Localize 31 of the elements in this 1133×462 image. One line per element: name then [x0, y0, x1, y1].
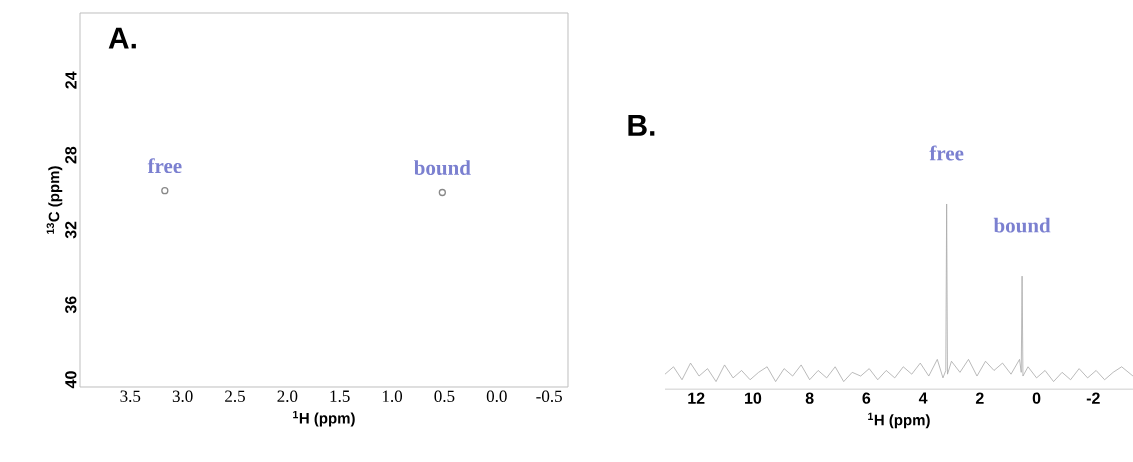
- annotation: free: [929, 145, 964, 161]
- x-tick-label: 2.5: [225, 390, 245, 403]
- y-tick-label: 24: [65, 71, 77, 89]
- chart-title: A.: [108, 27, 136, 49]
- x-tick-label: 3.0: [172, 390, 193, 403]
- x-tick-label: -0.5: [536, 390, 562, 403]
- annotation: bound: [993, 217, 1051, 233]
- y-tick-label: 36: [65, 296, 77, 314]
- x-tick-label: 0.0: [486, 390, 507, 403]
- chart-title: B.: [628, 115, 655, 136]
- x-tick-label: 10: [745, 392, 762, 404]
- x-tick-label: 8: [805, 392, 814, 404]
- x-axis-title: $^{1}$H (ppm): [293, 410, 355, 427]
- x-tick-label: 12: [688, 392, 705, 404]
- annotation: bound: [413, 160, 471, 175]
- x-tick-label: -2: [1086, 392, 1100, 404]
- annotation: free: [147, 158, 182, 174]
- x-tick-label: 3.5: [120, 390, 141, 403]
- x-tick-label: 4: [918, 392, 928, 404]
- y-tick-label: 32: [65, 221, 77, 239]
- y-tick-label: 40: [65, 371, 77, 389]
- x-tick-label: 1.5: [330, 390, 350, 402]
- x-tick-label: 0: [1032, 392, 1041, 404]
- x-axis-title: $^{1}$H (ppm): [868, 412, 930, 429]
- y-axis-title: $^{13}$C (ppm): [46, 166, 63, 234]
- x-tick-label: 1.0: [382, 390, 403, 403]
- y-tick-label: 28: [65, 146, 77, 164]
- x-tick-label: 6: [862, 392, 871, 404]
- x-tick-label: 2.0: [277, 390, 298, 403]
- x-tick-label: 2: [975, 392, 984, 404]
- x-tick-label: 0.5: [434, 390, 455, 403]
